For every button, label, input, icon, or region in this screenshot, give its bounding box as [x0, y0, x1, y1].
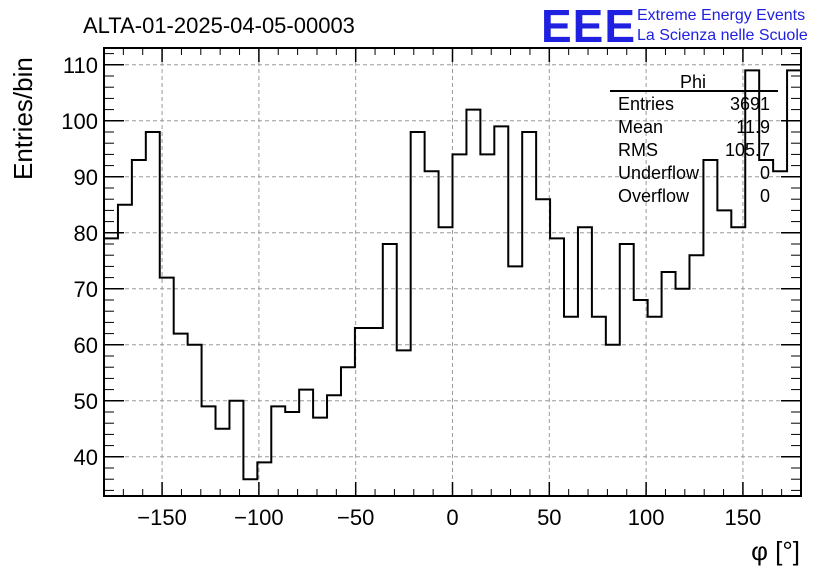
stats-row-value: 3691: [730, 94, 770, 114]
histogram-bin: [229, 401, 243, 496]
histogram-outline: [104, 69, 801, 481]
histogram-bin: [383, 244, 397, 496]
histogram-bin: [397, 350, 411, 496]
histogram-bin: [271, 406, 285, 496]
x-tick-label: −50: [337, 505, 374, 530]
histogram-bin: [578, 227, 592, 496]
histogram-bin: [536, 199, 550, 496]
y-tick-label: 80: [74, 221, 98, 246]
x-tick-label: 0: [446, 505, 458, 530]
stats-row-label: Overflow: [618, 186, 690, 206]
y-tick-label: 110: [63, 53, 98, 78]
brand-line-1: Extreme Energy Events: [637, 7, 805, 24]
histogram-bin: [592, 317, 606, 496]
histogram-bin: [285, 412, 299, 496]
histogram-bin: [494, 126, 508, 496]
histogram-bin: [606, 345, 620, 496]
stats-rows: Entries 3691 Mean 11.9 RMS 105.7 Underflow 0 Ove…: [618, 94, 770, 206]
histogram-bin: [216, 429, 230, 496]
histogram-bin: [341, 367, 355, 496]
histogram-bin: [703, 160, 717, 496]
x-tick-label: 150: [725, 505, 762, 530]
x-tick-label: −100: [234, 505, 284, 530]
stats-row-label: Underflow: [618, 163, 700, 183]
histogram-bin: [787, 70, 801, 496]
histogram-bin: [313, 418, 327, 496]
stats-row-value: 0: [760, 163, 770, 183]
histogram-bin: [564, 317, 578, 496]
histogram-bin: [243, 479, 257, 496]
histogram-bin: [731, 227, 745, 496]
histogram-bin: [466, 110, 480, 496]
histogram-bin: [480, 154, 494, 496]
histogram-bin: [425, 171, 439, 496]
histogram-bin: [508, 266, 522, 496]
histogram-bin: [355, 328, 369, 496]
histogram-series: [104, 69, 801, 496]
histogram-bin: [689, 255, 703, 496]
stats-row-label: Entries: [618, 94, 674, 114]
brand-line-2: La Scienza nelle Scuole: [637, 27, 808, 44]
stats-row-label: RMS: [618, 140, 658, 160]
histogram-bin: [327, 395, 341, 496]
histogram-bin: [522, 132, 536, 496]
histogram-bin: [118, 205, 132, 496]
stats-box-title: Phi: [680, 72, 706, 92]
histogram-bin: [759, 160, 773, 496]
stats-box: Phi Entries 3691 Mean 11.9 RMS 105.7 Underflow…: [610, 72, 778, 206]
histogram-bin: [453, 154, 467, 496]
histogram-bin: [773, 171, 787, 496]
histogram-bin: [369, 328, 383, 496]
histogram-bin: [676, 289, 690, 496]
histogram-bin: [132, 160, 146, 496]
axis-ticks: [103, 48, 802, 496]
histogram-bin: [202, 406, 216, 496]
y-tick-label: 100: [61, 109, 98, 134]
y-tick-label: 70: [74, 277, 98, 302]
stats-row-label: Mean: [618, 117, 663, 137]
stats-row-value: 11.9: [736, 117, 770, 137]
histogram-bin: [174, 334, 188, 496]
x-tick-label: 50: [537, 505, 561, 530]
histogram-bin: [299, 390, 313, 496]
tick-labels: −150 −100 −50 0 50 100 150 40 50 60 70 80 90 100 110: [61, 53, 761, 530]
y-axis-label: Entries/bin: [8, 57, 38, 180]
eee-logo: EEE: [541, 0, 636, 52]
y-tick-label: 90: [74, 165, 98, 190]
x-tick-label: 100: [628, 505, 665, 530]
histogram-bin: [662, 272, 676, 496]
grid-lines: [104, 48, 801, 496]
histogram-bin: [550, 238, 564, 496]
histogram-bin: [146, 132, 160, 496]
y-tick-label: 60: [74, 333, 98, 358]
histogram-bin: [160, 278, 174, 496]
y-tick-label: 50: [74, 389, 98, 414]
x-axis-label: φ [°]: [751, 536, 800, 566]
histogram-bin: [188, 345, 202, 496]
chart-title: ALTA-01-2025-04-05-00003: [83, 13, 355, 38]
histogram-bin: [648, 317, 662, 496]
x-tick-label: −150: [137, 505, 187, 530]
histogram-bin: [620, 244, 634, 496]
y-tick-label: 40: [74, 445, 98, 470]
stats-row-value: 105.7: [725, 140, 770, 160]
histogram-bin: [439, 227, 453, 496]
histogram-bin: [717, 210, 731, 496]
histogram-bin: [411, 132, 425, 496]
stats-row-value: 0: [760, 186, 770, 206]
histogram-bin: [634, 300, 648, 496]
